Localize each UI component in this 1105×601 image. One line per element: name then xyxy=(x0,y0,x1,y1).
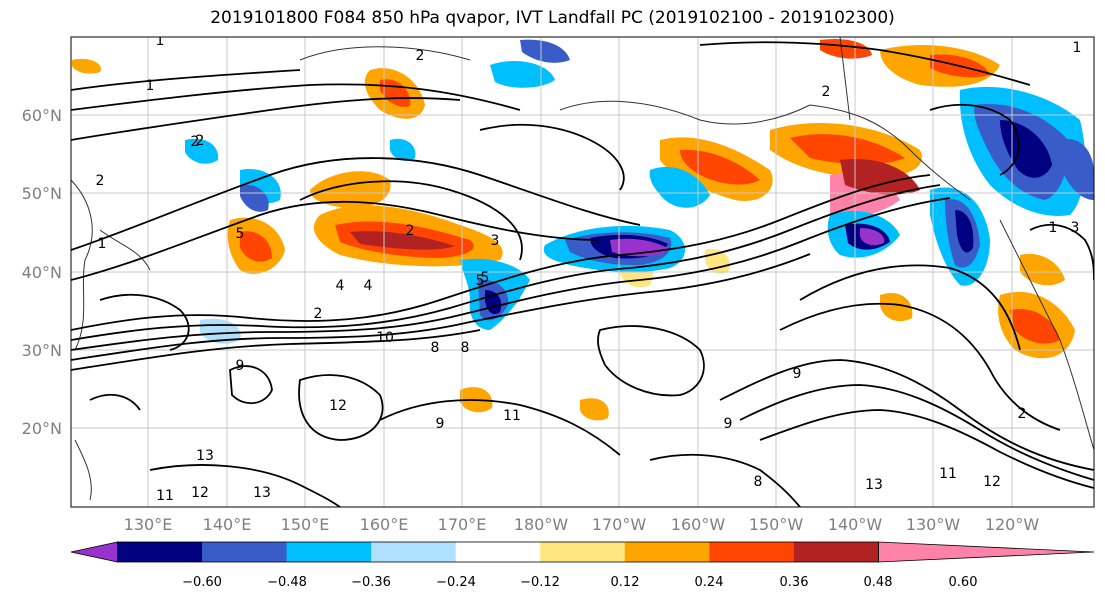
lat-label: 20°N xyxy=(22,419,62,438)
colorbar-tick-label: −0.12 xyxy=(520,575,560,590)
map-frame xyxy=(70,36,1095,508)
colorbar-swatch xyxy=(286,542,372,562)
contour-label: 2 xyxy=(196,133,205,149)
lon-label: 160°E xyxy=(360,515,409,534)
contour-label: 2 xyxy=(406,223,415,239)
contour-label: 11 xyxy=(156,488,174,504)
contour-label: 2 xyxy=(1018,406,1027,422)
colorbar-swatch xyxy=(455,542,541,562)
contour-label: 2 xyxy=(96,173,105,189)
contour-label: 9 xyxy=(436,416,445,432)
lat-label: 50°N xyxy=(22,184,62,203)
lon-label: 180°W xyxy=(514,515,569,534)
lat-label: 60°N xyxy=(22,106,62,125)
contour-label: 9 xyxy=(236,358,245,374)
contour-label: 3 xyxy=(491,233,500,249)
contour-label: 11 xyxy=(939,466,957,482)
contour-label: 8 xyxy=(431,340,440,356)
contour-label: 4 xyxy=(336,278,345,294)
contour-label: 9 xyxy=(724,416,733,432)
colorbar-tick-label: 0.12 xyxy=(611,575,640,590)
lat-label: 40°N xyxy=(22,263,62,282)
lon-label: 140°W xyxy=(828,515,883,534)
colorbar-swatch xyxy=(117,542,203,562)
colorbar-tick-label: 0.48 xyxy=(864,575,893,590)
contour-label: 1 xyxy=(146,78,155,94)
contour-label: 2 xyxy=(416,48,425,64)
map-title: 2019101800 F084 850 hPa qvapor, IVT Land… xyxy=(210,8,895,28)
contour-label: 8 xyxy=(754,474,763,490)
colorbar-tick-label: 0.60 xyxy=(949,575,978,590)
contour-label: 11 xyxy=(503,408,521,424)
contour-label: 1 xyxy=(1049,220,1058,236)
colorbar-swatch xyxy=(371,542,457,562)
contour-label: 13 xyxy=(865,477,883,493)
graticule xyxy=(71,37,1094,507)
lon-label: 130°W xyxy=(906,515,961,534)
colorbar-swatch xyxy=(624,542,710,562)
colorbar-tick-labels: −0.60 −0.48 −0.36 −0.24 −0.12 0.12 0.24 … xyxy=(182,575,977,590)
contour-label: 12 xyxy=(983,474,1001,490)
colorbar-swatch xyxy=(709,542,795,562)
contour-label: 2 xyxy=(314,306,323,322)
colorbar-tick-label: −0.60 xyxy=(182,575,222,590)
colorbar-swatch xyxy=(202,542,288,562)
contour-label: 2 xyxy=(191,134,200,150)
colorbar-swatch xyxy=(793,542,879,562)
colorbar xyxy=(70,541,1095,563)
contour-label: 3 xyxy=(1071,220,1080,236)
lon-label: 150°W xyxy=(749,515,804,534)
colorbar-swatch xyxy=(540,542,626,562)
lon-label: 150°E xyxy=(281,515,330,534)
qvapor-fill-layer xyxy=(72,38,1094,421)
colorbar-extend-min xyxy=(70,541,118,563)
contour-label: 13 xyxy=(253,485,271,501)
contour-label: 5 xyxy=(476,273,485,289)
colorbar-extend-max xyxy=(878,541,1095,563)
colorbar-tick-label: −0.24 xyxy=(436,575,476,590)
colorbar-tick-label: −0.36 xyxy=(351,575,391,590)
colorbar-tick-label: 0.36 xyxy=(780,575,809,590)
contour-label: 9 xyxy=(793,366,802,382)
lon-label: 120°W xyxy=(985,515,1040,534)
contour-label: 2 xyxy=(822,84,831,100)
contour-label: 12 xyxy=(191,485,209,501)
contour-label: 1 xyxy=(98,236,107,252)
colorbar-tick-label: −0.48 xyxy=(267,575,307,590)
lon-label: 140°E xyxy=(203,515,252,534)
lon-label: 170°W xyxy=(592,515,647,534)
contour-label: 5 xyxy=(236,226,245,242)
contour-label: 1 xyxy=(1073,40,1082,56)
contour-label: 13 xyxy=(196,448,214,464)
lon-label: 130°E xyxy=(124,515,173,534)
contour-label: 4 xyxy=(364,278,373,294)
contour-label: 8 xyxy=(461,340,470,356)
lat-label: 30°N xyxy=(22,341,62,360)
contour-label: 10 xyxy=(376,330,394,346)
colorbar-frame xyxy=(117,541,879,563)
latitude-labels: 60°N 50°N 40°N 30°N 20°N xyxy=(22,106,62,438)
colorbar-tick-label: 0.24 xyxy=(695,575,724,590)
longitude-labels: 130°E 140°E 150°E 160°E 170°E 180°W 170°… xyxy=(124,515,1040,534)
coastlines xyxy=(71,37,1094,501)
contour-label: 1 xyxy=(156,33,165,49)
lon-label: 160°W xyxy=(671,515,726,534)
ivt-contours xyxy=(71,41,1094,507)
contour-label: 12 xyxy=(329,398,347,414)
contour-label: 5 xyxy=(481,270,490,286)
lon-label: 170°E xyxy=(438,515,487,534)
